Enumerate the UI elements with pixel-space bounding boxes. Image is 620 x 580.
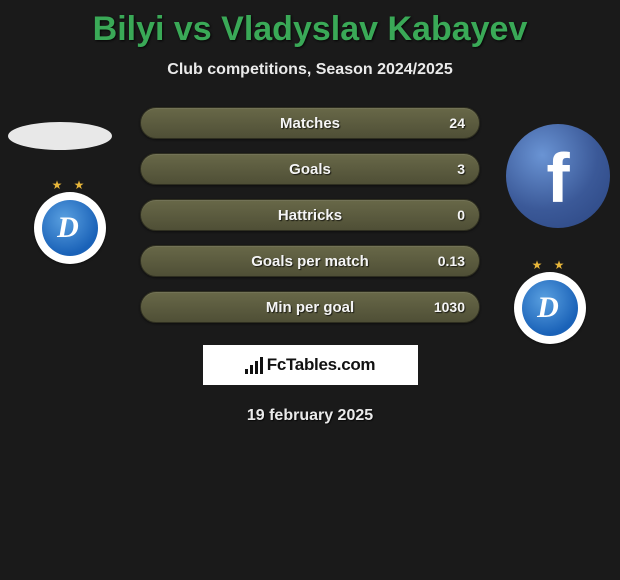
page-title: Bilyi vs Vladyslav Kabayev xyxy=(0,0,620,49)
stat-row-goals-per-match: Goals per match 0.13 xyxy=(140,245,480,277)
stat-row-matches: Matches 24 xyxy=(140,107,480,139)
fctables-logo[interactable]: FcTables.com xyxy=(203,345,418,385)
stat-label: Matches xyxy=(280,115,340,132)
club-letter: D xyxy=(57,211,79,245)
stat-label: Min per goal xyxy=(266,299,354,316)
stat-row-goals: Goals 3 xyxy=(140,153,480,185)
club-badge-right: ★ ★ D xyxy=(500,258,600,344)
stat-row-hattricks: Hattricks 0 xyxy=(140,199,480,231)
stat-value: 3 xyxy=(457,161,465,177)
facebook-icon: f xyxy=(546,138,569,218)
stat-label: Goals per match xyxy=(251,253,369,270)
club-shield-icon: D xyxy=(34,192,106,264)
subtitle: Club competitions, Season 2024/2025 xyxy=(0,61,620,79)
logo-text: FcTables.com xyxy=(267,355,376,375)
stats-list: Matches 24 Goals 3 Hattricks 0 Goals per… xyxy=(140,107,480,323)
stat-label: Hattricks xyxy=(278,207,342,224)
stat-label: Goals xyxy=(289,161,331,178)
facebook-share-button[interactable]: f xyxy=(506,124,610,228)
club-badge-left: ★ ★ D xyxy=(20,178,120,264)
club-stars-icon: ★ ★ xyxy=(20,178,120,192)
club-shield-icon: D xyxy=(514,272,586,344)
stat-row-min-per-goal: Min per goal 1030 xyxy=(140,291,480,323)
logo-bars-icon xyxy=(245,356,263,374)
date-text: 19 february 2025 xyxy=(0,407,620,425)
stat-value: 1030 xyxy=(434,299,465,315)
club-letter: D xyxy=(537,291,559,325)
stat-value: 0.13 xyxy=(438,253,465,269)
stat-value: 24 xyxy=(449,115,465,131)
club-stars-icon: ★ ★ xyxy=(500,258,600,272)
stat-value: 0 xyxy=(457,207,465,223)
player-avatar-left xyxy=(8,122,112,150)
